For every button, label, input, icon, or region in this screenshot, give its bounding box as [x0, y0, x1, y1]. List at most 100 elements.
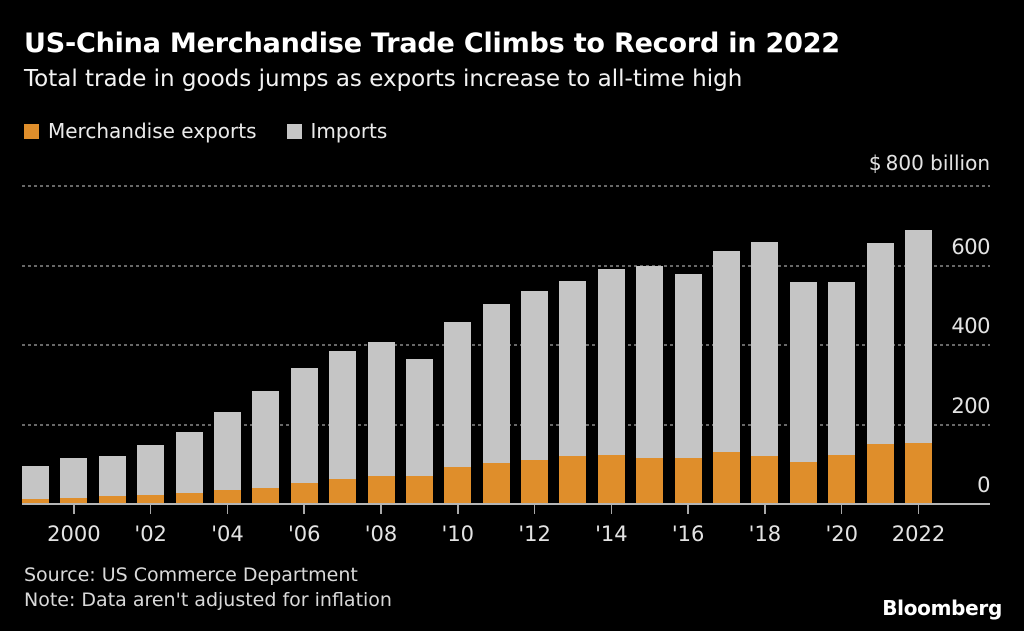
x-axis-label-2018: '18: [748, 522, 782, 546]
x-axis-tick-2008: [380, 504, 382, 514]
bar-2005: [252, 390, 280, 504]
y-axis-label-600: 600: [951, 234, 990, 259]
exports-segment-2017: [713, 452, 741, 504]
bar-2014: [597, 268, 625, 504]
x-axis-label-2020: '20: [825, 522, 858, 546]
imports-segment-2016: [674, 274, 702, 459]
y-axis-label-0: 0: [977, 473, 990, 497]
bar-2011: [482, 303, 510, 504]
imports-segment-2004: [213, 412, 241, 491]
bar-2017: [713, 251, 741, 504]
gridline-800: [22, 185, 990, 187]
exports-segment-2001: [98, 496, 126, 504]
y-axis-label-200: 200: [951, 393, 990, 418]
exports-segment-2022: [905, 442, 932, 504]
exports-segment-2015: [636, 457, 664, 504]
bar-2002: [137, 445, 165, 504]
source-note: Source: US Commerce Department: [24, 564, 358, 586]
imports-segment-2019: [789, 281, 817, 462]
imports-segment-1999: [22, 466, 49, 499]
y-axis-label-400: 400: [951, 314, 990, 338]
imports-segment-2014: [597, 268, 625, 455]
x-axis-tick-2022: [917, 504, 920, 514]
imports-segment-2012: [521, 290, 549, 461]
exports-swatch-icon: [24, 123, 39, 139]
imports-segment-2017: [713, 251, 741, 453]
exports-segment-2019: [789, 461, 817, 504]
imports-segment-2007: [329, 351, 357, 479]
bar-2022: [905, 229, 932, 504]
imports-segment-2006: [290, 368, 318, 483]
bar-2003: [175, 432, 203, 504]
bar-2008: [367, 342, 395, 504]
chart-subtitle: Total trade in goods jumps as exports in…: [24, 66, 743, 92]
legend-label-exports: Merchandise exports: [48, 119, 257, 143]
exports-segment-2014: [597, 454, 625, 504]
imports-segment-2022: [905, 229, 932, 443]
gridline-600: [22, 264, 990, 267]
bar-2019: [789, 281, 817, 504]
y-axis-unit-label: $ 800 billion: [868, 151, 990, 175]
exports-segment-2006: [290, 482, 318, 504]
bar-2006: [290, 368, 318, 504]
x-axis-tick-2016: [687, 504, 689, 514]
exports-segment-2016: [674, 458, 702, 504]
imports-segment-2008: [367, 342, 395, 477]
imports-segment-2018: [751, 241, 779, 457]
exports-segment-2021: [866, 443, 894, 504]
chart-title: US-China Merchandise Trade Climbs to Rec…: [24, 28, 840, 59]
bar-1999: [22, 466, 49, 504]
imports-segment-2009: [405, 358, 433, 477]
exports-segment-1999: [22, 498, 49, 504]
x-axis-label-2016: '16: [671, 522, 705, 546]
exports-segment-2004: [213, 490, 241, 504]
imports-segment-2000: [60, 457, 88, 498]
x-axis-label-2002: '02: [134, 522, 167, 546]
x-axis-tick-2018: [764, 504, 766, 514]
x-axis-tick-2000: [73, 504, 75, 514]
x-axis-tick-2012: [533, 504, 536, 514]
imports-segment-2011: [482, 303, 510, 463]
imports-segment-2015: [636, 265, 664, 458]
exports-segment-2000: [60, 497, 88, 504]
exports-segment-2011: [482, 462, 510, 504]
imports-segment-2021: [866, 242, 894, 444]
exports-segment-2003: [175, 492, 203, 504]
imports-segment-2010: [444, 322, 472, 468]
x-axis-label-2014: '14: [595, 522, 628, 546]
exports-segment-2012: [521, 460, 549, 504]
bars-container: [22, 186, 932, 504]
legend-label-imports: Imports: [310, 119, 388, 143]
bar-2012: [521, 290, 549, 504]
bar-2016: [674, 274, 702, 504]
bloomberg-logo: Bloomberg: [882, 596, 1002, 620]
x-axis-label-2004: '04: [211, 522, 244, 546]
bar-2007: [329, 351, 357, 504]
bar-2021: [866, 242, 894, 504]
x-axis-tick-2004: [226, 504, 229, 514]
exports-segment-2005: [252, 487, 280, 504]
exports-segment-2018: [751, 456, 779, 504]
imports-segment-2001: [98, 455, 126, 497]
data-note: Note: Data aren't adjusted for inflation: [24, 589, 392, 611]
bar-2018: [751, 241, 779, 504]
bar-2010: [444, 322, 472, 504]
exports-segment-2008: [367, 476, 395, 504]
bar-2020: [828, 281, 856, 504]
x-axis-label-2000: 2000: [47, 522, 101, 546]
legend-item-exports: Merchandise exports: [24, 119, 257, 143]
legend: Merchandise exports Imports: [24, 119, 387, 143]
exports-segment-2020: [828, 454, 856, 504]
x-axis-tick-2006: [303, 504, 305, 514]
x-axis-label-2006: '06: [287, 522, 321, 546]
imports-segment-2013: [559, 280, 587, 456]
imports-swatch-icon: [286, 123, 302, 139]
x-axis-tick-2020: [840, 504, 843, 514]
x-axis-line: [22, 503, 990, 505]
bar-2000: [60, 457, 88, 504]
exports-segment-2013: [559, 455, 587, 504]
bar-2015: [636, 265, 664, 504]
exports-segment-2007: [329, 479, 357, 504]
x-axis-label-2022: 2022: [891, 522, 946, 546]
